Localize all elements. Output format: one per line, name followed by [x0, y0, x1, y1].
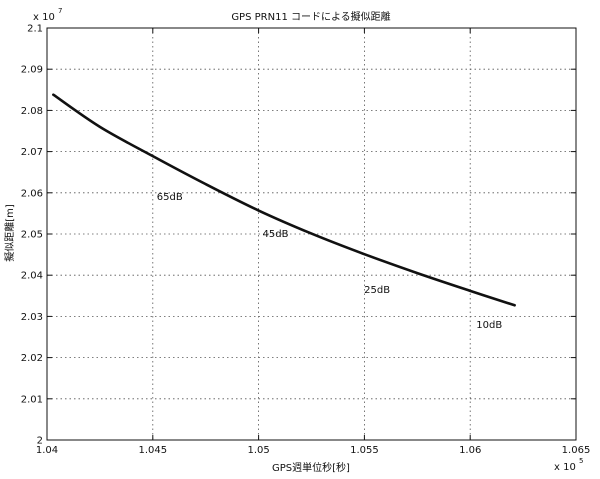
tick-marks	[46, 27, 577, 441]
annotations: 65dB 45dB 25dB 10dB	[157, 192, 503, 331]
x-tick-label: 1.04	[36, 445, 58, 456]
y-tick-label: 2.09	[21, 65, 43, 76]
y-tick-label: 2.1	[27, 24, 43, 35]
annotation-label: 25dB	[364, 285, 390, 296]
y-tick-label: 2.05	[21, 230, 43, 241]
x-tick-label: 1.05	[247, 445, 269, 456]
x-axis-label: GPS週単位秒[秒]	[272, 461, 350, 474]
y-tick-label: 2.04	[21, 271, 43, 282]
y-tick-label: 2.01	[21, 394, 43, 405]
y-axis-label: 擬似距離[m]	[3, 204, 16, 262]
y-tick-label: 2	[37, 436, 43, 447]
x-exponent: x 10 5	[554, 457, 583, 473]
annotation-label: 10dB	[476, 320, 502, 331]
y-tick-label: 2.06	[21, 188, 43, 199]
series-layer	[52, 93, 516, 307]
y-tick-labels: 2 2.01 2.02 2.03 2.04 2.05 2.06 2.07 2.08 2.09 2.1	[21, 24, 43, 447]
grid	[47, 28, 576, 440]
y-exponent-power: 7	[58, 7, 62, 15]
y-tick-label: 2.07	[21, 147, 43, 158]
x-tick-label: 1.06	[459, 445, 481, 456]
x-tick-label: 1.045	[138, 445, 167, 456]
x-tick-label: 1.055	[350, 445, 379, 456]
series-line-0	[52, 93, 516, 307]
y-exponent-base: x 10	[33, 12, 55, 23]
x-tick-label: 1.065	[562, 445, 591, 456]
annotation-label: 45dB	[263, 229, 289, 240]
annotation-label: 65dB	[157, 192, 183, 203]
x-exponent-base: x 10	[554, 462, 576, 473]
y-tick-label: 2.03	[21, 312, 43, 323]
chart-title: GPS PRN11 コードによる擬似距離	[231, 10, 390, 23]
x-exponent-power: 5	[579, 457, 583, 465]
y-exponent: x 10 7	[33, 7, 62, 23]
y-tick-label: 2.02	[21, 353, 43, 364]
x-tick-labels: 1.04 1.045 1.05 1.055 1.06 1.065	[36, 445, 590, 456]
y-tick-label: 2.08	[21, 106, 43, 117]
